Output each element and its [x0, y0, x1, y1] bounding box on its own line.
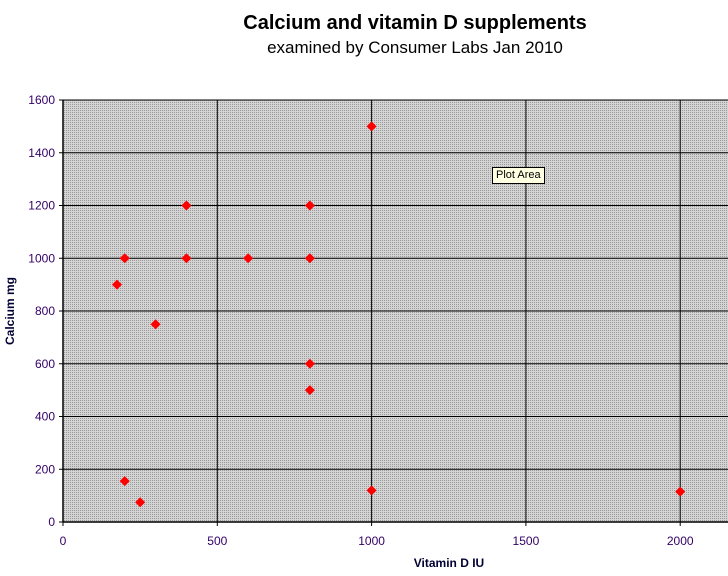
chart-title: Calcium and vitamin D supplements: [243, 12, 587, 34]
data-point[interactable]: [243, 253, 254, 264]
data-point[interactable]: [181, 253, 192, 264]
data-point[interactable]: [366, 121, 377, 132]
y-tick-label: 600: [35, 357, 55, 371]
x-axis-label: Vitamin D IU: [414, 556, 484, 570]
x-tick-label: 0: [60, 534, 67, 548]
data-point[interactable]: [181, 200, 192, 211]
y-tick-label: 0: [48, 515, 55, 529]
data-point[interactable]: [366, 485, 377, 496]
y-tick-label: 400: [35, 410, 55, 424]
data-point[interactable]: [135, 497, 146, 508]
x-tick-label: 1000: [358, 534, 385, 548]
y-tick-label: 200: [35, 462, 55, 476]
data-point[interactable]: [304, 358, 315, 369]
data-point[interactable]: [150, 319, 161, 330]
data-point[interactable]: [112, 279, 123, 290]
y-axis-label: Calcium mg: [3, 277, 17, 345]
y-tick-label: 1600: [28, 93, 55, 107]
y-tick-label: 800: [35, 304, 55, 318]
x-tick-label: 500: [207, 534, 227, 548]
plot-area-tooltip: Plot Area: [492, 167, 545, 184]
data-point[interactable]: [304, 200, 315, 211]
y-tick-label: 1400: [28, 146, 55, 160]
data-point[interactable]: [304, 253, 315, 264]
y-tick-label: 1000: [28, 251, 55, 265]
data-point[interactable]: [119, 253, 130, 264]
data-point[interactable]: [675, 486, 686, 497]
data-point[interactable]: [304, 385, 315, 396]
y-tick-label: 1200: [28, 199, 55, 213]
data-point[interactable]: [119, 476, 130, 487]
chart-subtitle: examined by Consumer Labs Jan 2010: [267, 38, 563, 57]
x-tick-label: 1500: [513, 534, 540, 548]
x-tick-label: 2000: [667, 534, 694, 548]
